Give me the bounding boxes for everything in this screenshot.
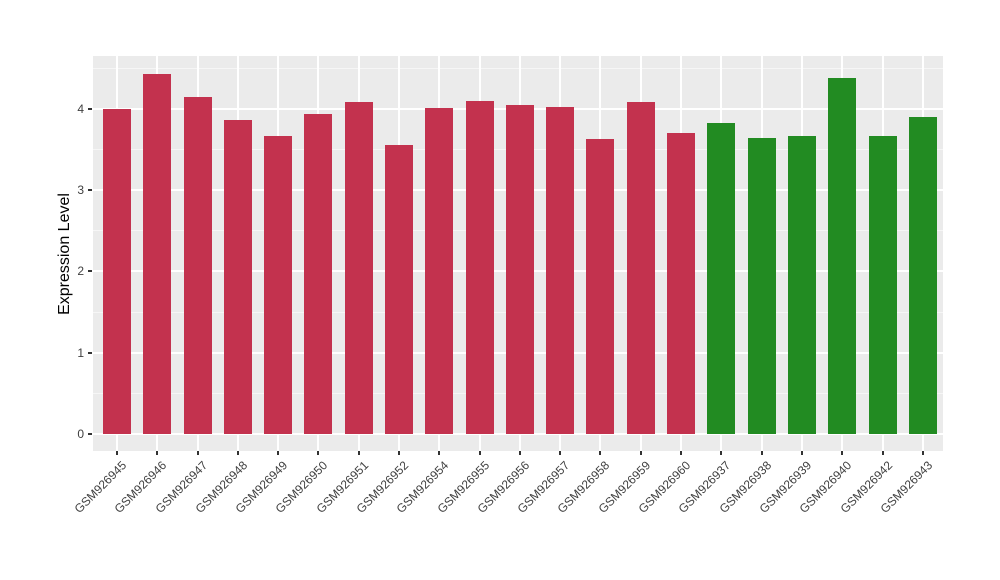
bar-GSM926939	[787, 136, 816, 434]
y-tick-mark	[88, 189, 92, 192]
x-tick-mark	[357, 451, 360, 455]
bar-GSM926954	[425, 107, 454, 434]
x-tick-mark	[720, 451, 723, 455]
x-tick-label: GSM926943	[877, 458, 935, 516]
y-tick-mark	[88, 107, 92, 110]
bar-GSM926945	[103, 108, 131, 434]
bar-GSM926958	[586, 138, 615, 434]
bar-GSM926949	[264, 135, 293, 434]
x-tick-mark	[518, 451, 521, 455]
bar-GSM926946	[143, 73, 172, 434]
x-tick-mark	[156, 451, 159, 455]
bar-GSM926956	[505, 104, 534, 434]
y-tick-mark	[88, 433, 92, 435]
x-tick-mark	[599, 451, 602, 455]
x-tick-mark	[478, 451, 481, 455]
x-tick-mark	[398, 451, 401, 455]
major-gridline	[93, 433, 943, 435]
x-tick-mark	[881, 451, 884, 455]
bar-GSM926955	[465, 100, 494, 434]
bar-GSM926942	[868, 135, 897, 434]
x-tick-mark	[559, 451, 562, 455]
bar-GSM926940	[828, 77, 857, 434]
x-tick-mark	[438, 451, 441, 455]
y-tick-mark	[88, 270, 92, 273]
bar-GSM926950	[304, 114, 333, 434]
bar-GSM926952	[385, 144, 414, 434]
x-tick-mark	[317, 451, 320, 455]
x-tick-mark	[277, 451, 280, 455]
bar-GSM926947	[183, 96, 212, 434]
bar-GSM926957	[546, 107, 575, 434]
y-tick-label: 1	[77, 345, 84, 360]
bar-GSM926938	[747, 138, 776, 434]
x-tick-mark	[236, 451, 239, 455]
bar-GSM926960	[667, 133, 696, 434]
x-tick-mark	[841, 451, 844, 455]
y-tick-label: 2	[77, 264, 84, 279]
x-tick-mark	[196, 451, 199, 455]
y-tick-mark	[88, 351, 92, 354]
bar-GSM926948	[223, 120, 252, 434]
minor-gridline	[93, 67, 943, 69]
x-tick-mark	[639, 451, 642, 455]
y-tick-label: 3	[77, 183, 84, 198]
x-tick-mark	[921, 451, 924, 455]
bar-GSM926943	[908, 116, 937, 434]
y-tick-label: 4	[77, 101, 84, 116]
plot-panel	[93, 56, 943, 451]
x-tick-mark	[680, 451, 683, 455]
bar-GSM926937	[707, 123, 736, 434]
x-tick-mark	[760, 451, 763, 455]
x-tick-mark	[800, 451, 803, 455]
y-tick-label: 0	[77, 427, 84, 441]
bar-GSM926951	[344, 102, 373, 434]
x-tick-mark	[116, 451, 118, 455]
bar-GSM926959	[626, 102, 655, 434]
